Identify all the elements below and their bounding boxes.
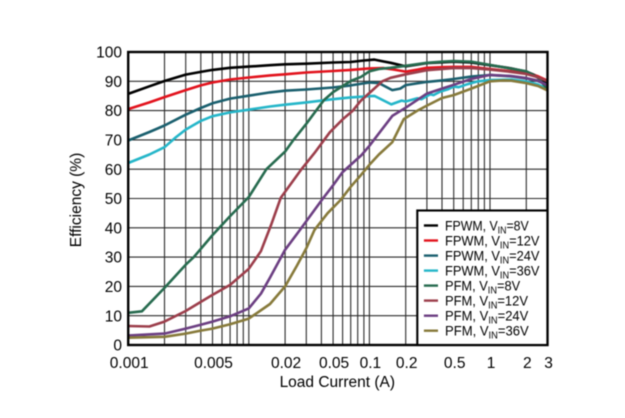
svg-text:40: 40 bbox=[105, 220, 123, 237]
svg-text:1: 1 bbox=[487, 355, 496, 372]
svg-text:FPWM, VIN=24V: FPWM, VIN=24V bbox=[445, 248, 539, 267]
svg-text:80: 80 bbox=[105, 103, 123, 120]
svg-text:PFM, VIN=12V: PFM, VIN=12V bbox=[445, 293, 528, 312]
svg-text:50: 50 bbox=[105, 191, 123, 208]
svg-text:FPWM, VIN=12V: FPWM, VIN=12V bbox=[445, 233, 539, 252]
svg-text:0.2: 0.2 bbox=[396, 355, 418, 372]
svg-text:30: 30 bbox=[105, 250, 123, 267]
svg-text:PFM, VIN=36V: PFM, VIN=36V bbox=[445, 323, 529, 342]
svg-text:0.005: 0.005 bbox=[194, 355, 233, 372]
svg-text:70: 70 bbox=[105, 133, 123, 150]
svg-text:FPWM, VIN=8V: FPWM, VIN=8V bbox=[445, 218, 529, 236]
svg-text:0.02: 0.02 bbox=[271, 355, 301, 372]
svg-text:FPWM, VIN=36V: FPWM, VIN=36V bbox=[445, 263, 539, 282]
svg-text:PFM, VIN=8V: PFM, VIN=8V bbox=[445, 278, 520, 297]
svg-text:90: 90 bbox=[105, 74, 123, 91]
svg-text:100: 100 bbox=[96, 45, 122, 62]
svg-text:0.1: 0.1 bbox=[360, 355, 382, 372]
svg-text:2: 2 bbox=[523, 355, 532, 372]
svg-text:0.001: 0.001 bbox=[110, 355, 149, 372]
svg-text:PFM, VIN=24V: PFM, VIN=24V bbox=[445, 308, 528, 327]
svg-text:60: 60 bbox=[105, 162, 123, 179]
svg-text:Efficiency (%): Efficiency (%) bbox=[68, 153, 85, 247]
svg-text:0.5: 0.5 bbox=[444, 355, 466, 372]
svg-text:3: 3 bbox=[544, 355, 553, 372]
svg-text:10: 10 bbox=[105, 308, 123, 325]
svg-text:0.05: 0.05 bbox=[319, 355, 349, 372]
svg-text:Load Current (A): Load Current (A) bbox=[280, 374, 395, 391]
svg-text:0: 0 bbox=[113, 338, 122, 355]
svg-text:20: 20 bbox=[105, 279, 123, 296]
